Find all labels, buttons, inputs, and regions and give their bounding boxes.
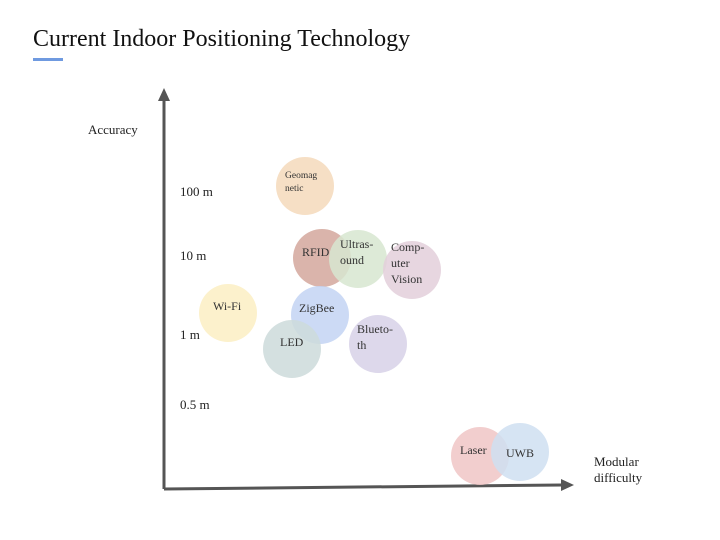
- bubble-geomagnetic-label: Geomag netic: [285, 171, 317, 194]
- bubble-rfid-label: RFID: [302, 245, 330, 259]
- bubble-led: LED: [263, 320, 321, 378]
- x-axis-arrowhead: [561, 479, 574, 491]
- bubble-uwb-circle: [491, 423, 549, 481]
- bubble-led-circle: [263, 320, 321, 378]
- bubble-wi-fi-circle: [199, 284, 257, 342]
- bubble-led-label: LED: [280, 335, 304, 349]
- technology-bubbles: Geomag netic RFID Ultras-ound Comp-uter Visio…: [199, 157, 549, 485]
- bubble-comp-utervision-label: Comp-uter Vision: [391, 240, 424, 286]
- bubble-zigbee-label: ZigBee: [299, 301, 334, 315]
- bubble-comp-utervision: Comp-uter Vision: [383, 240, 441, 299]
- bubble-blueto-th: Blueto-th: [349, 315, 407, 373]
- bubble-ultras-ound-circle: [329, 230, 387, 288]
- bubble-wi-fi-label: Wi-Fi: [213, 299, 242, 313]
- y-tick-label: 10 m: [180, 248, 206, 263]
- y-axis-label: Accuracy: [88, 122, 138, 137]
- bubble-laser-label: Laser: [460, 443, 487, 457]
- bubble-geomagnetic-circle: [276, 157, 334, 215]
- title-underline: [33, 58, 63, 61]
- bubble-uwb-label: UWB: [506, 446, 534, 460]
- y-tick-label: 1 m: [180, 327, 200, 342]
- bubble-ultras-ound-label: Ultras-ound: [340, 237, 373, 267]
- x-axis-line: [163, 483, 563, 491]
- slide-title: Current Indoor Positioning Technology: [33, 26, 411, 52]
- bubble-comp-utervision-circle: [383, 241, 441, 299]
- y-tick-label: 100 m: [180, 184, 213, 199]
- axes: [158, 88, 574, 491]
- bubble-blueto-th-label: Blueto-th: [357, 322, 393, 352]
- y-axis-arrowhead: [158, 88, 170, 101]
- x-axis-label: Modular difficulty: [594, 454, 643, 485]
- bubble-wi-fi: Wi-Fi: [199, 284, 257, 342]
- bubble-uwb: UWB: [491, 423, 549, 481]
- y-tick-label: 0.5 m: [180, 397, 210, 412]
- bubble-ultras-ound: Ultras-ound: [329, 230, 387, 288]
- bubble-blueto-th-circle: [349, 315, 407, 373]
- bubble-geomagnetic: Geomag netic: [276, 157, 334, 215]
- axis-labels: Accuracy Modular difficulty 100 m 10 m 1 m 0.5…: [88, 122, 643, 485]
